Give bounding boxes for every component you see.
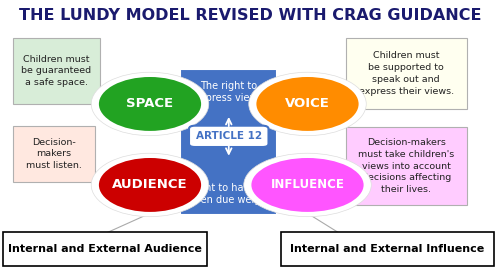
Ellipse shape bbox=[91, 153, 209, 217]
Text: Decision-
makers
must listen.: Decision- makers must listen. bbox=[26, 138, 82, 170]
Ellipse shape bbox=[250, 157, 365, 213]
Text: The right to
express views: The right to express views bbox=[194, 81, 263, 103]
FancyBboxPatch shape bbox=[13, 126, 94, 182]
Text: SPACE: SPACE bbox=[126, 97, 174, 110]
Text: AUDIENCE: AUDIENCE bbox=[112, 178, 188, 191]
FancyBboxPatch shape bbox=[280, 232, 494, 266]
Text: Internal and External Audience: Internal and External Audience bbox=[8, 244, 202, 254]
Ellipse shape bbox=[91, 72, 209, 136]
Ellipse shape bbox=[98, 157, 202, 213]
FancyBboxPatch shape bbox=[189, 126, 268, 147]
Ellipse shape bbox=[98, 76, 202, 132]
Ellipse shape bbox=[255, 76, 360, 132]
FancyBboxPatch shape bbox=[346, 127, 467, 205]
Text: Internal and External Influence: Internal and External Influence bbox=[290, 244, 484, 254]
FancyBboxPatch shape bbox=[346, 38, 467, 109]
Text: INFLUENCE: INFLUENCE bbox=[270, 178, 344, 191]
Ellipse shape bbox=[249, 72, 366, 136]
Text: ARTICLE 12: ARTICLE 12 bbox=[196, 131, 262, 141]
Text: Children must
be guaranteed
a safe space.: Children must be guaranteed a safe space… bbox=[21, 55, 92, 87]
Text: Decision-makers
must take children's
views into account
decisions affecting
thei: Decision-makers must take children's vie… bbox=[358, 138, 454, 194]
FancyBboxPatch shape bbox=[180, 69, 278, 215]
Text: THE LUNDY MODEL REVISED WITH CRAG GUIDANCE: THE LUNDY MODEL REVISED WITH CRAG GUIDAN… bbox=[19, 8, 481, 23]
Text: Children must
be supported to
speak out and
express their views.: Children must be supported to speak out … bbox=[358, 51, 454, 96]
FancyBboxPatch shape bbox=[3, 232, 207, 266]
Text: The right to have views
given due weight: The right to have views given due weight bbox=[171, 183, 286, 205]
Ellipse shape bbox=[244, 153, 371, 217]
FancyBboxPatch shape bbox=[13, 38, 100, 104]
Text: VOICE: VOICE bbox=[285, 97, 330, 110]
